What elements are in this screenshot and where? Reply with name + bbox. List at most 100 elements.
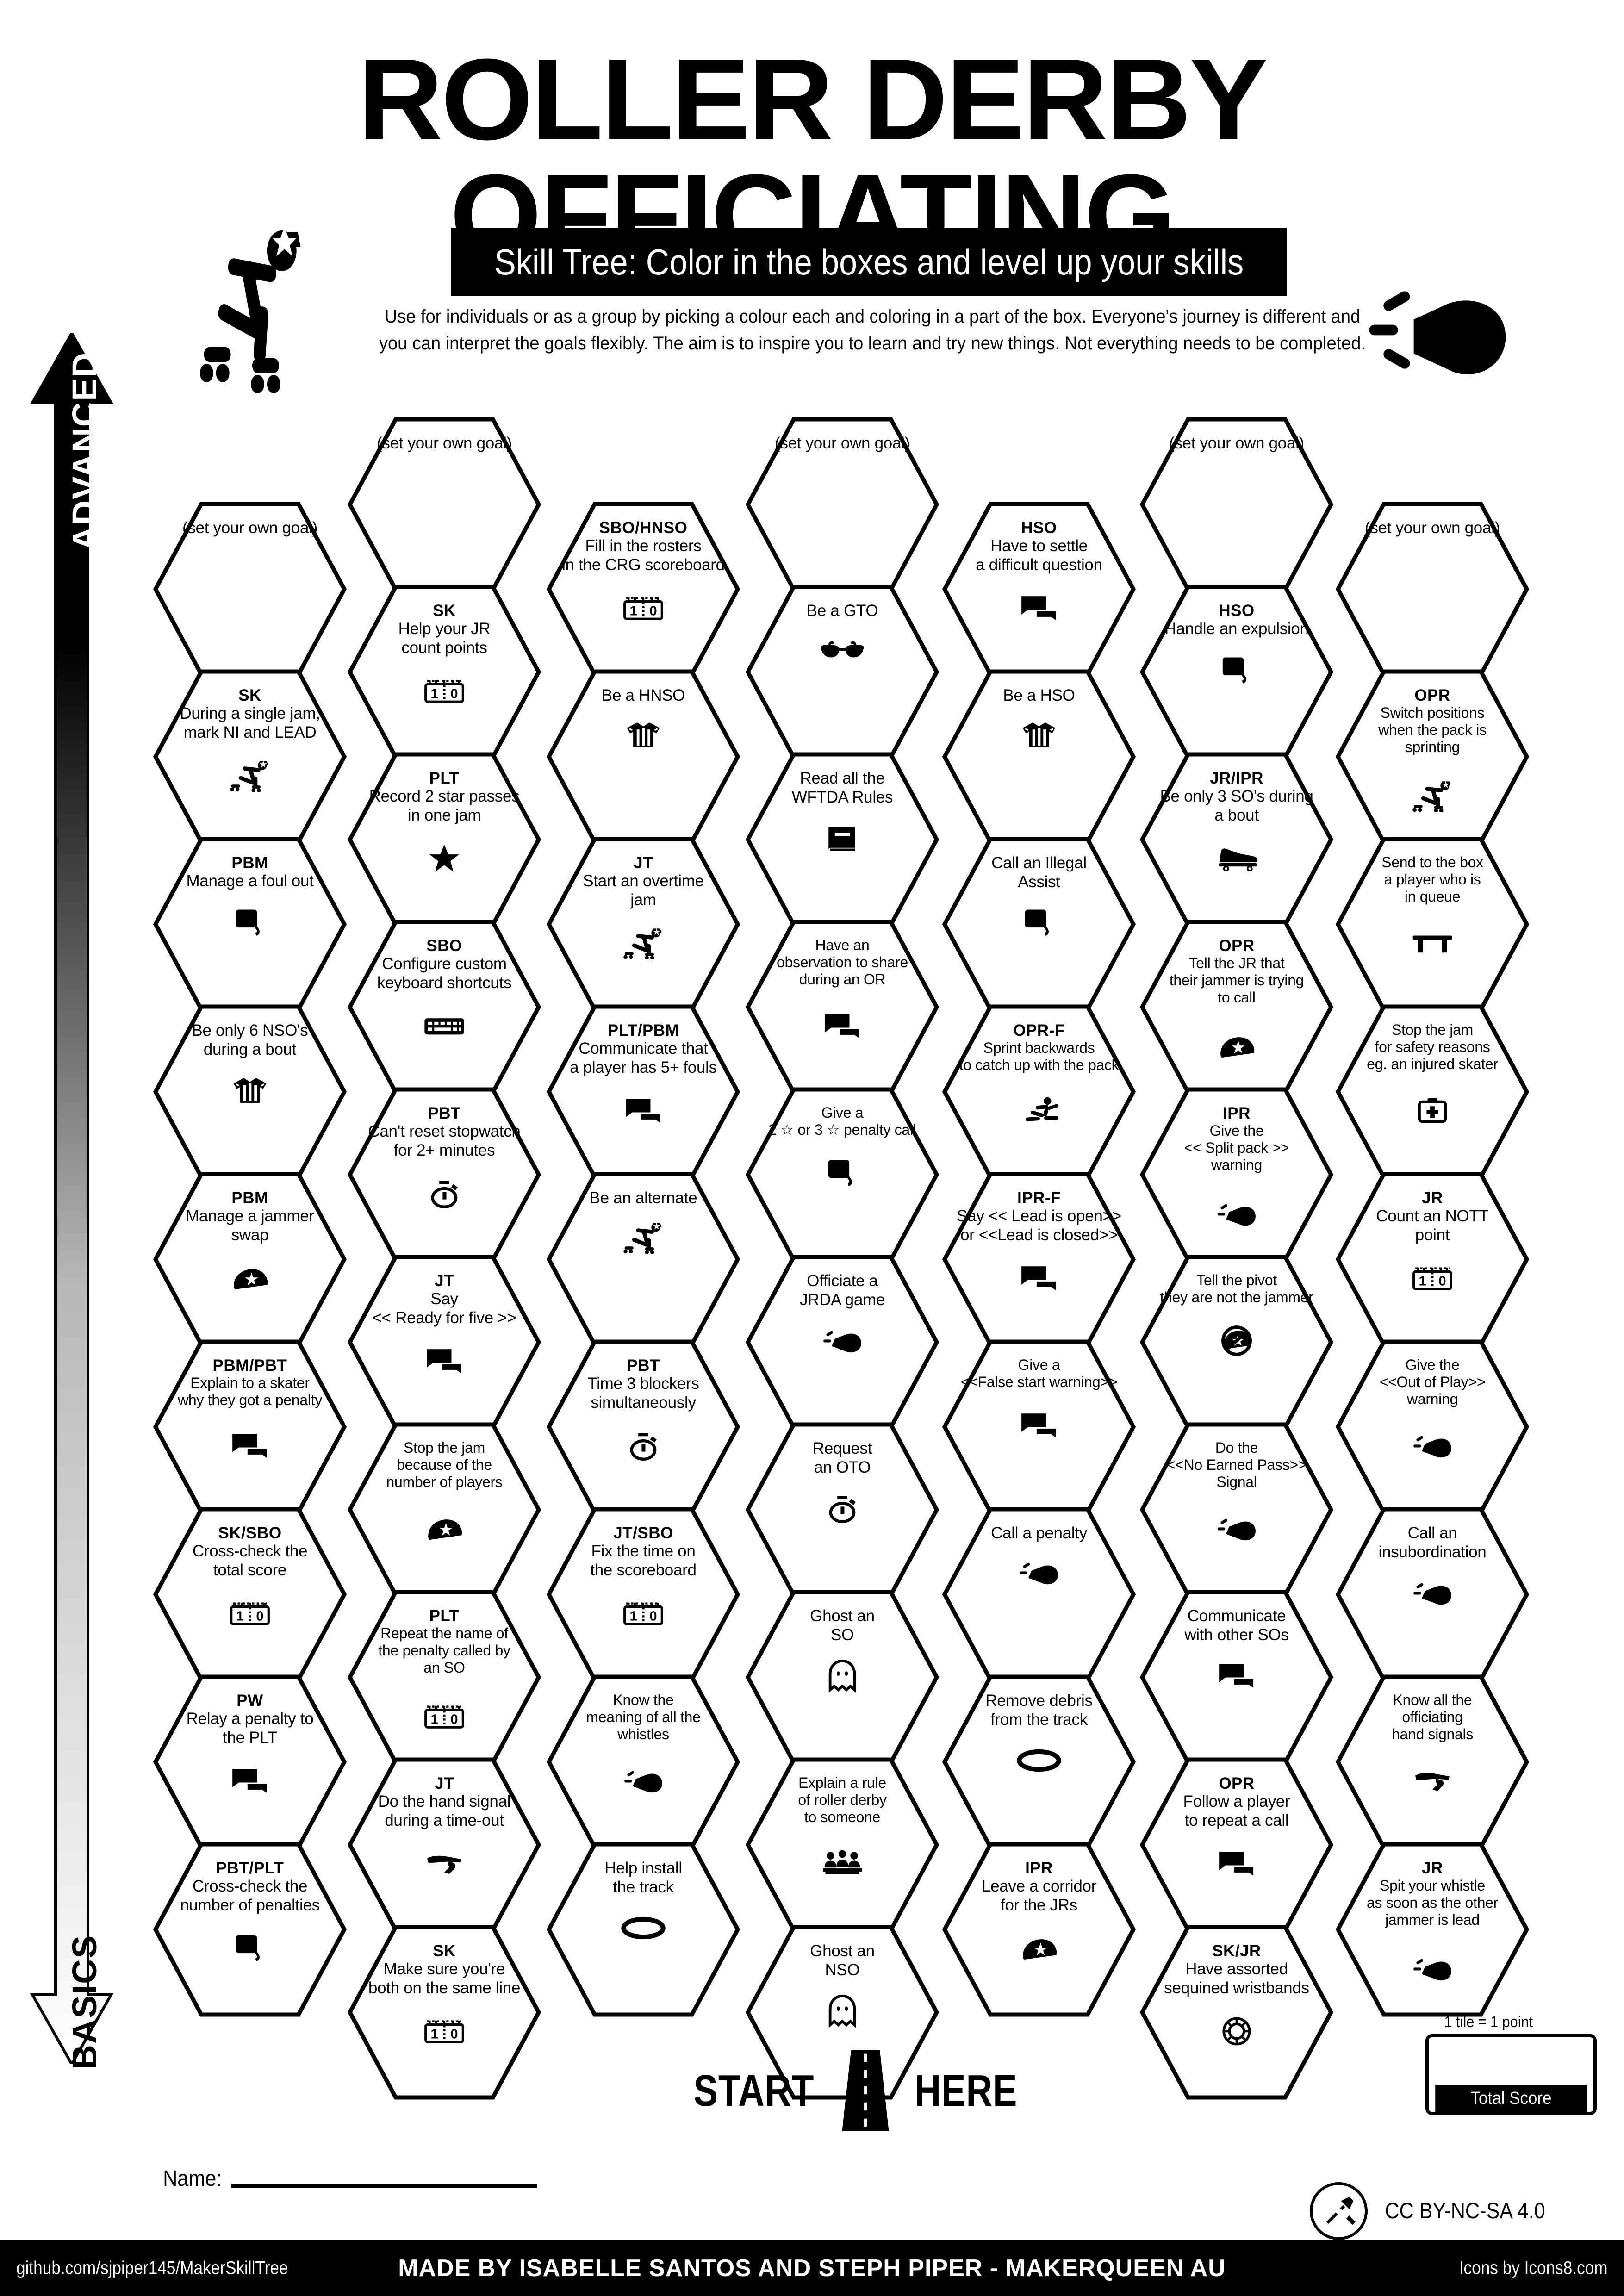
skill-tile-text: keyboard shortcuts [377,973,512,992]
skill-tile[interactable]: HSO Have to settle a difficult question [942,501,1136,677]
skill-tile[interactable]: Ghost an NSO [745,1924,940,2100]
skill-tile-text: << Ready for five >> [372,1308,516,1327]
skill-tile[interactable]: JR Spit your whistle as soon as the other j… [1335,1842,1530,2017]
skill-tile[interactable]: (set your own goal) [1335,501,1530,677]
skill-tile[interactable]: Call a penalty [942,1506,1136,1682]
skill-tile-text: a player has 5+ fouls [570,1058,717,1076]
skill-tile[interactable]: Explain a rule of roller derby to someone [745,1757,940,1933]
skill-tile-code: OPR-F [1013,1021,1065,1039]
skill-tile[interactable]: IPR Give the << Split pack >> warning [1139,1087,1334,1263]
skill-tile[interactable]: (set your own goal) [1139,417,1334,592]
skill-tile-text: they are not the jammer [1160,1289,1313,1306]
skill-tile[interactable]: JR Count an NOTT point 1 0 [1335,1171,1530,1347]
svg-text:0: 0 [1438,1274,1446,1288]
skill-tile[interactable]: Know all the officiating hand signals [1335,1674,1530,1850]
skill-tile[interactable]: SBO Configure custom keyboard shortcuts [347,919,541,1095]
skill-tile[interactable]: PLT/PBM Communicate that a player has 5+ f… [546,1004,740,1180]
skill-tile[interactable]: Call an Illegal Assist [942,836,1136,1012]
footer-repo-link[interactable]: github.com/sjpiper145/MakerSkillTree [16,2258,288,2278]
skill-tile-content: Help install the track [556,1859,730,1897]
skill-tile[interactable]: Help install the track [546,1842,740,2017]
skill-tile[interactable]: SK Help your JR count points 1 0 [347,584,541,760]
skill-tile[interactable]: Have an observation to share during an OR [745,919,940,1095]
skill-tile-text: for the JRs [1001,1896,1077,1914]
skill-tile[interactable]: PW Relay a penalty to the PLT [153,1674,347,1850]
skill-tile[interactable]: Call an insubordination [1335,1506,1530,1682]
skill-tile[interactable]: Ghost an SO [745,1589,940,1765]
skill-tile-content: Be a HNSO [556,686,730,705]
skill-tile[interactable]: SK Make sure you're both on the same line … [347,1924,541,2100]
name-input-line[interactable] [231,2184,537,2188]
skill-tile[interactable]: Do the <<No Earned Pass>> Signal [1139,1422,1334,1598]
skill-tile-text: Spit your whistle [1380,1877,1485,1894]
skill-tile[interactable]: OPR Tell the JR that their jammer is tryin… [1139,919,1334,1095]
road-icon [842,2050,889,2131]
skill-tile[interactable]: (set your own goal) [745,417,940,592]
stopwatch-icon [546,1426,740,1466]
skill-tile[interactable]: Send to the box a player who is in queue [1335,836,1530,1012]
skill-tile[interactable]: (set your own goal) [347,417,541,592]
skill-tile[interactable]: Be a GTO [745,584,940,760]
skill-tile-content: IPR Leave a corridor for the JRs [952,1859,1126,1915]
skill-tile-content: OPR-F Sprint backwards to catch up with th… [952,1021,1126,1074]
hand-card-icon [153,1929,347,1968]
skill-tile[interactable]: IPR Leave a corridor for the JRs [942,1842,1136,2017]
skill-tile[interactable]: Know the meaning of all the whistles [546,1674,740,1850]
skill-tile[interactable]: JT Do the hand signal during a time-out [347,1757,541,1933]
skill-tile[interactable]: Give a <<False start warning>> [942,1339,1136,1515]
total-score-box[interactable]: Total Score [1425,2034,1597,2115]
skill-tile[interactable]: PLT Record 2 star passes in one jam [347,752,541,927]
skill-tile[interactable]: PLT Repeat the name of the penalty called … [347,1589,541,1765]
skill-tile[interactable]: JT Say << Ready for five >> [347,1254,541,1430]
skill-tile[interactable]: PBM/PBT Explain to a skater why they got a… [153,1339,347,1515]
skill-tile[interactable]: IPR-F Say << Lead is open>> or <<Lead is c… [942,1171,1136,1347]
skill-tile[interactable]: PBM Manage a jammer swap [153,1171,347,1347]
teaching-icon [745,1844,940,1884]
skill-tile-content: HSO Handle an expulsion [1150,602,1324,639]
skill-tile[interactable]: Tell the pivot they are not the jammer [1139,1254,1334,1430]
skill-tile-text: Tell the pivot [1196,1272,1277,1288]
skill-tile[interactable]: OPR-F Sprint backwards to catch up with th… [942,1004,1136,1180]
skill-tile-text: an OTO [814,1458,871,1476]
skill-tile[interactable]: Be an alternate [546,1171,740,1347]
skill-tile-text: (set your own goal) [1169,434,1304,452]
skill-tile-content: Read all the WFTDA Rules [755,769,929,807]
skill-tile[interactable]: Read all the WFTDA Rules [745,752,940,927]
skill-tile[interactable]: Officiate a JRDA game [745,1254,940,1430]
skill-tile[interactable]: PBT Time 3 blockers simultaneously [546,1339,740,1515]
skill-tile[interactable]: Stop the jam for safety reasons eg. an inj… [1335,1004,1530,1180]
skill-tile[interactable]: JR/IPR Be only 3 SO's during a bout [1139,752,1334,927]
skill-tile[interactable]: OPR Switch positions when the pack is sprin… [1335,669,1530,845]
skill-tile[interactable]: (set your own goal) [153,501,347,677]
name-field-row[interactable]: Name: [160,2166,537,2191]
skill-tile[interactable]: PBM Manage a foul out [153,836,347,1012]
skill-tile[interactable]: SK/JR Have assorted sequined wristbands [1139,1924,1334,2100]
skill-tile[interactable]: Be a HNSO [546,669,740,845]
skill-tile[interactable]: Remove debris from the track [942,1674,1136,1850]
skill-tile-text: their jammer is trying [1169,972,1304,989]
skill-tile-text: warning [1211,1157,1262,1174]
subtitle-text: Skill Tree: Color in the boxes and level… [494,241,1244,282]
skill-tile[interactable]: PBT/PLT Cross-check the number of penaltie… [153,1842,347,2017]
skill-tile[interactable]: JT Start an overtime jam [546,836,740,1012]
skill-tile[interactable]: Give the <<Out of Play>> warning [1335,1339,1530,1515]
skill-tile[interactable]: OPR Follow a player to repeat a call [1139,1757,1334,1933]
skill-tile[interactable]: PBT Can't reset stopwatch for 2+ minutes [347,1087,541,1263]
skill-tile[interactable]: Communicate with other SOs [1139,1589,1334,1765]
skill-tile[interactable]: HSO Handle an expulsion [1139,584,1334,760]
skill-tile[interactable]: Request an OTO [745,1422,940,1598]
skill-tile[interactable]: SK/SBO Cross-check the total score 1 0 [153,1506,347,1682]
skill-tile[interactable]: JT/SBO Fix the time on the scoreboard 1 0 [546,1506,740,1682]
skill-tile[interactable]: Be only 6 NSO's during a bout [153,1004,347,1180]
hexagon-outline [1335,1842,1530,2017]
skill-tile-code: SK [433,602,456,620]
skill-tile[interactable]: SK During a single jam, mark NI and LEAD [153,669,347,845]
skill-tile[interactable]: Stop the jam because of the number of play… [347,1422,541,1598]
page-footer: github.com/sjpiper145/MakerSkillTree MAD… [0,2240,1624,2296]
skill-tile[interactable]: SBO/HNSO Fill in the rosters in the CRG sc… [546,501,740,677]
skill-tile-text: Explain to a skater [190,1375,310,1392]
skill-tile[interactable]: Be a HSO [942,669,1136,845]
skill-tile-code: SK/SBO [218,1524,282,1542]
